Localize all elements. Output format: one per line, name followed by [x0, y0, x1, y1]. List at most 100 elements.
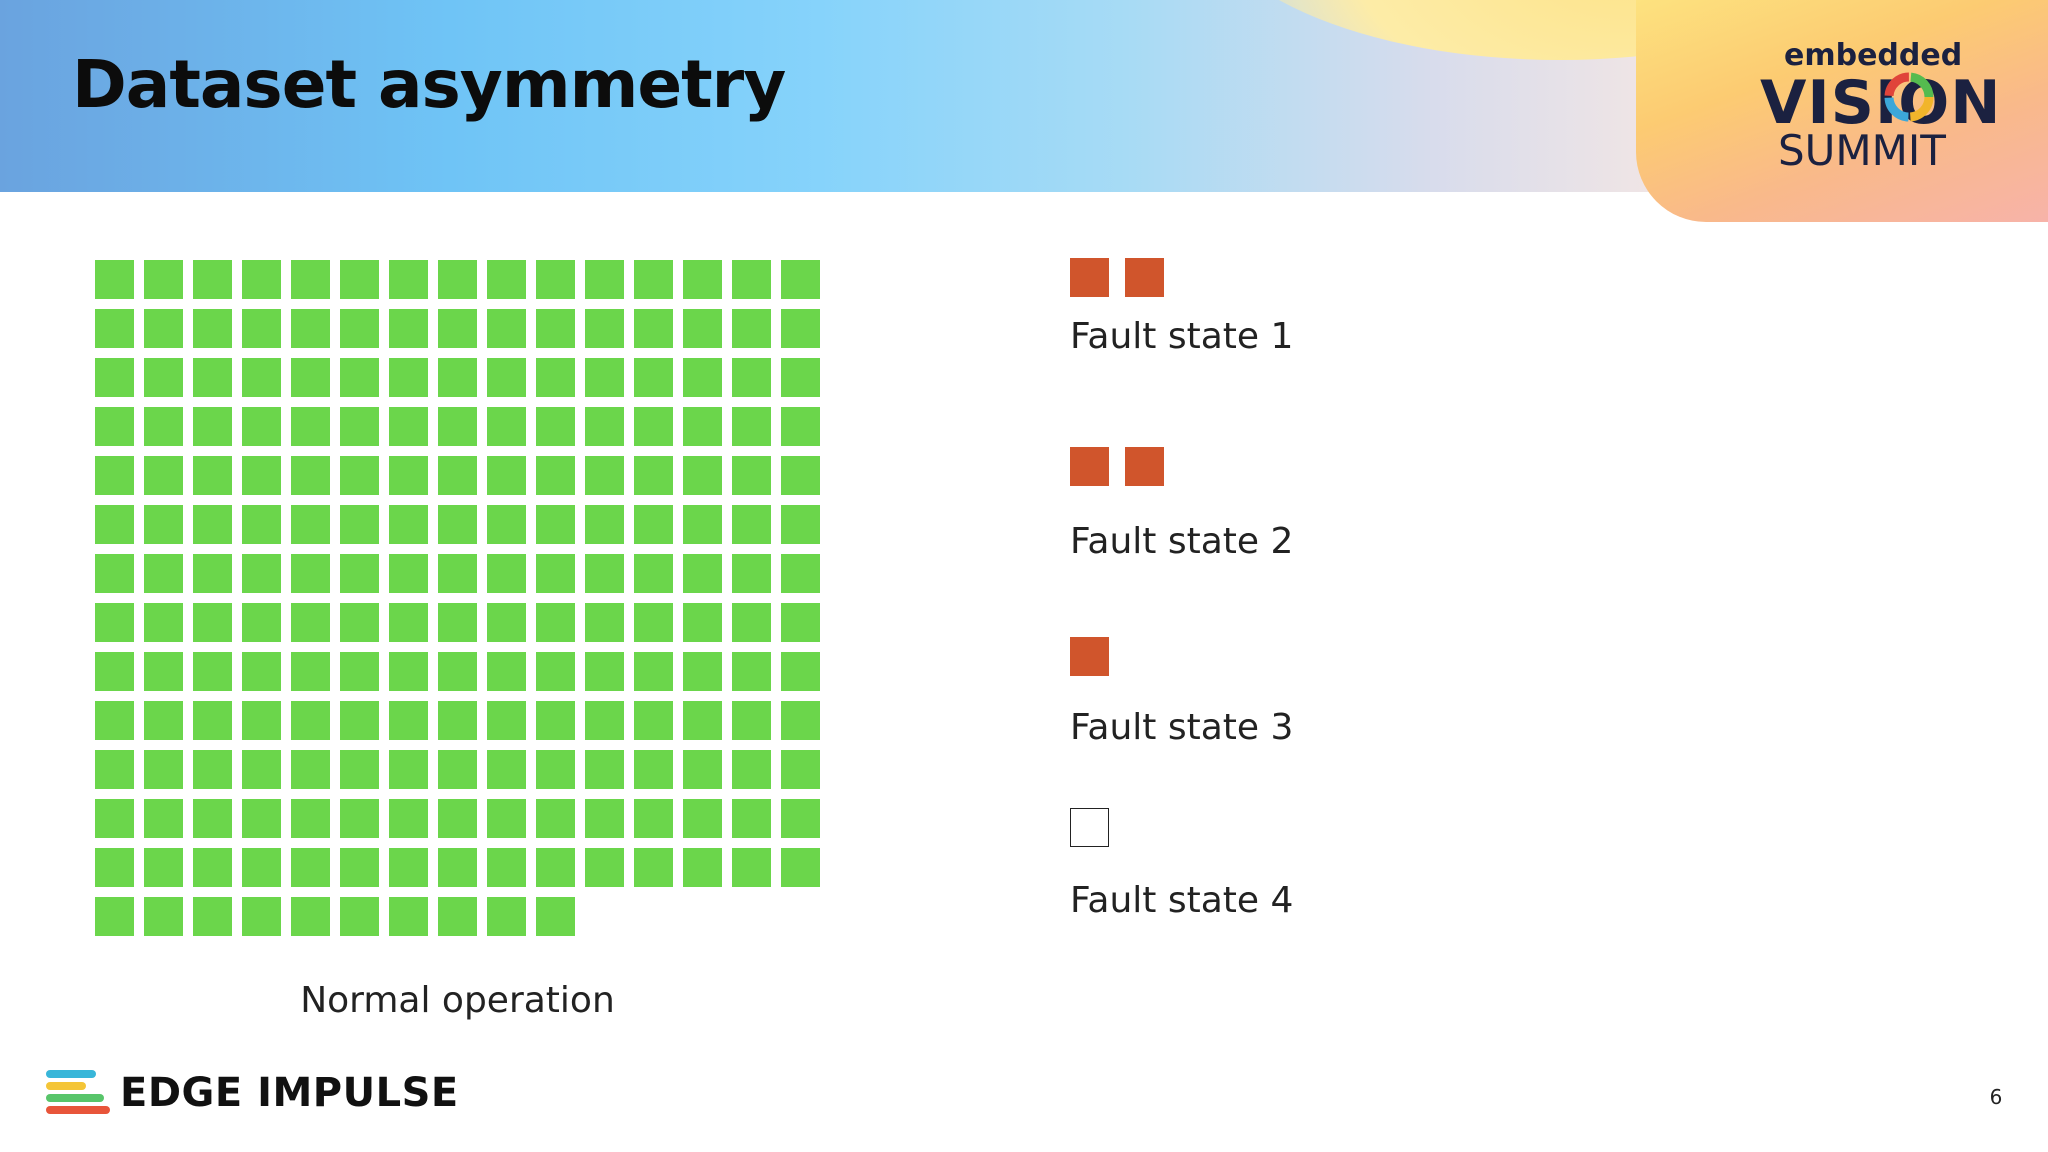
normal-sample-square	[536, 750, 575, 789]
normal-sample-square	[781, 603, 820, 642]
normal-sample-square	[487, 358, 526, 397]
normal-sample-square	[95, 309, 134, 348]
normal-sample-square	[634, 309, 673, 348]
normal-sample-square	[487, 750, 526, 789]
normal-sample-square	[242, 652, 281, 691]
normal-sample-square	[634, 260, 673, 299]
normal-sample-square	[193, 456, 232, 495]
normal-sample-square	[144, 554, 183, 593]
normal-sample-square	[536, 505, 575, 544]
normal-sample-square	[781, 456, 820, 495]
edge-impulse-logo: EDGE IMPULSE	[44, 1068, 464, 1118]
normal-sample-square	[683, 554, 722, 593]
normal-sample-square	[781, 358, 820, 397]
logo-text-summit: SUMMIT	[1778, 126, 1946, 175]
normal-sample-square	[732, 358, 771, 397]
normal-operation-label: Normal operation	[300, 980, 615, 1021]
normal-sample-square	[242, 701, 281, 740]
normal-sample-square	[683, 407, 722, 446]
normal-sample-square	[95, 701, 134, 740]
normal-sample-square	[634, 701, 673, 740]
normal-sample-square	[536, 897, 575, 936]
normal-sample-square	[536, 260, 575, 299]
normal-sample-square	[487, 897, 526, 936]
normal-sample-square	[95, 407, 134, 446]
normal-sample-square	[340, 701, 379, 740]
normal-sample-square	[781, 505, 820, 544]
normal-sample-square	[585, 505, 624, 544]
normal-sample-square	[340, 309, 379, 348]
normal-sample-square	[340, 750, 379, 789]
normal-sample-square	[487, 407, 526, 446]
normal-sample-square	[144, 799, 183, 838]
normal-sample-square	[95, 505, 134, 544]
normal-sample-square	[144, 701, 183, 740]
normal-sample-square	[193, 309, 232, 348]
normal-sample-square	[732, 652, 771, 691]
normal-sample-square	[95, 358, 134, 397]
normal-sample-square	[193, 897, 232, 936]
normal-sample-square	[732, 407, 771, 446]
normal-sample-square	[144, 897, 183, 936]
normal-sample-square	[438, 260, 477, 299]
normal-sample-square	[389, 260, 428, 299]
normal-sample-square	[242, 505, 281, 544]
normal-sample-square	[340, 897, 379, 936]
slide-title: Dataset asymmetry	[72, 46, 786, 123]
normal-sample-square	[438, 701, 477, 740]
normal-sample-square	[781, 309, 820, 348]
normal-sample-square	[291, 505, 330, 544]
normal-sample-square	[242, 456, 281, 495]
fault-state-1-label: Fault state 1	[1070, 316, 1294, 357]
normal-sample-square	[438, 456, 477, 495]
normal-sample-square	[487, 799, 526, 838]
normal-sample-square	[487, 603, 526, 642]
normal-sample-square	[634, 603, 673, 642]
normal-sample-square	[340, 848, 379, 887]
normal-sample-square	[95, 750, 134, 789]
normal-sample-square	[291, 897, 330, 936]
normal-sample-square	[242, 358, 281, 397]
normal-sample-square	[340, 799, 379, 838]
normal-sample-square	[144, 848, 183, 887]
normal-sample-square	[634, 554, 673, 593]
normal-sample-square	[732, 505, 771, 544]
normal-sample-square	[242, 309, 281, 348]
normal-sample-square	[340, 652, 379, 691]
normal-sample-square	[732, 750, 771, 789]
logo-text-embedded: embedded	[1784, 38, 1963, 73]
normal-sample-square	[634, 505, 673, 544]
normal-sample-square	[193, 554, 232, 593]
normal-sample-square	[193, 407, 232, 446]
normal-sample-square	[389, 456, 428, 495]
normal-sample-square	[585, 603, 624, 642]
embedded-vision-summit-logo: embedded VISION SUMMIT	[1736, 34, 2001, 175]
normal-sample-square	[487, 848, 526, 887]
normal-sample-square	[732, 456, 771, 495]
normal-sample-square	[732, 701, 771, 740]
normal-sample-square	[291, 603, 330, 642]
normal-sample-square	[291, 750, 330, 789]
normal-sample-square	[144, 750, 183, 789]
normal-sample-square	[683, 456, 722, 495]
normal-sample-square	[781, 848, 820, 887]
normal-sample-square	[291, 652, 330, 691]
normal-sample-square	[487, 652, 526, 691]
fault-state-2-label: Fault state 2	[1070, 521, 1294, 562]
normal-sample-square	[389, 701, 428, 740]
normal-sample-square	[634, 407, 673, 446]
normal-sample-square	[144, 603, 183, 642]
page-number: 6	[1989, 1085, 2003, 1109]
normal-sample-square	[389, 358, 428, 397]
normal-sample-square	[487, 456, 526, 495]
fault-sample-square	[1070, 258, 1109, 297]
normal-sample-square	[732, 603, 771, 642]
normal-sample-square	[95, 554, 134, 593]
normal-sample-square	[683, 799, 722, 838]
normal-sample-square	[438, 603, 477, 642]
normal-sample-square	[389, 603, 428, 642]
normal-sample-square	[487, 554, 526, 593]
normal-sample-square	[193, 799, 232, 838]
normal-sample-square	[585, 799, 624, 838]
normal-sample-square	[144, 309, 183, 348]
